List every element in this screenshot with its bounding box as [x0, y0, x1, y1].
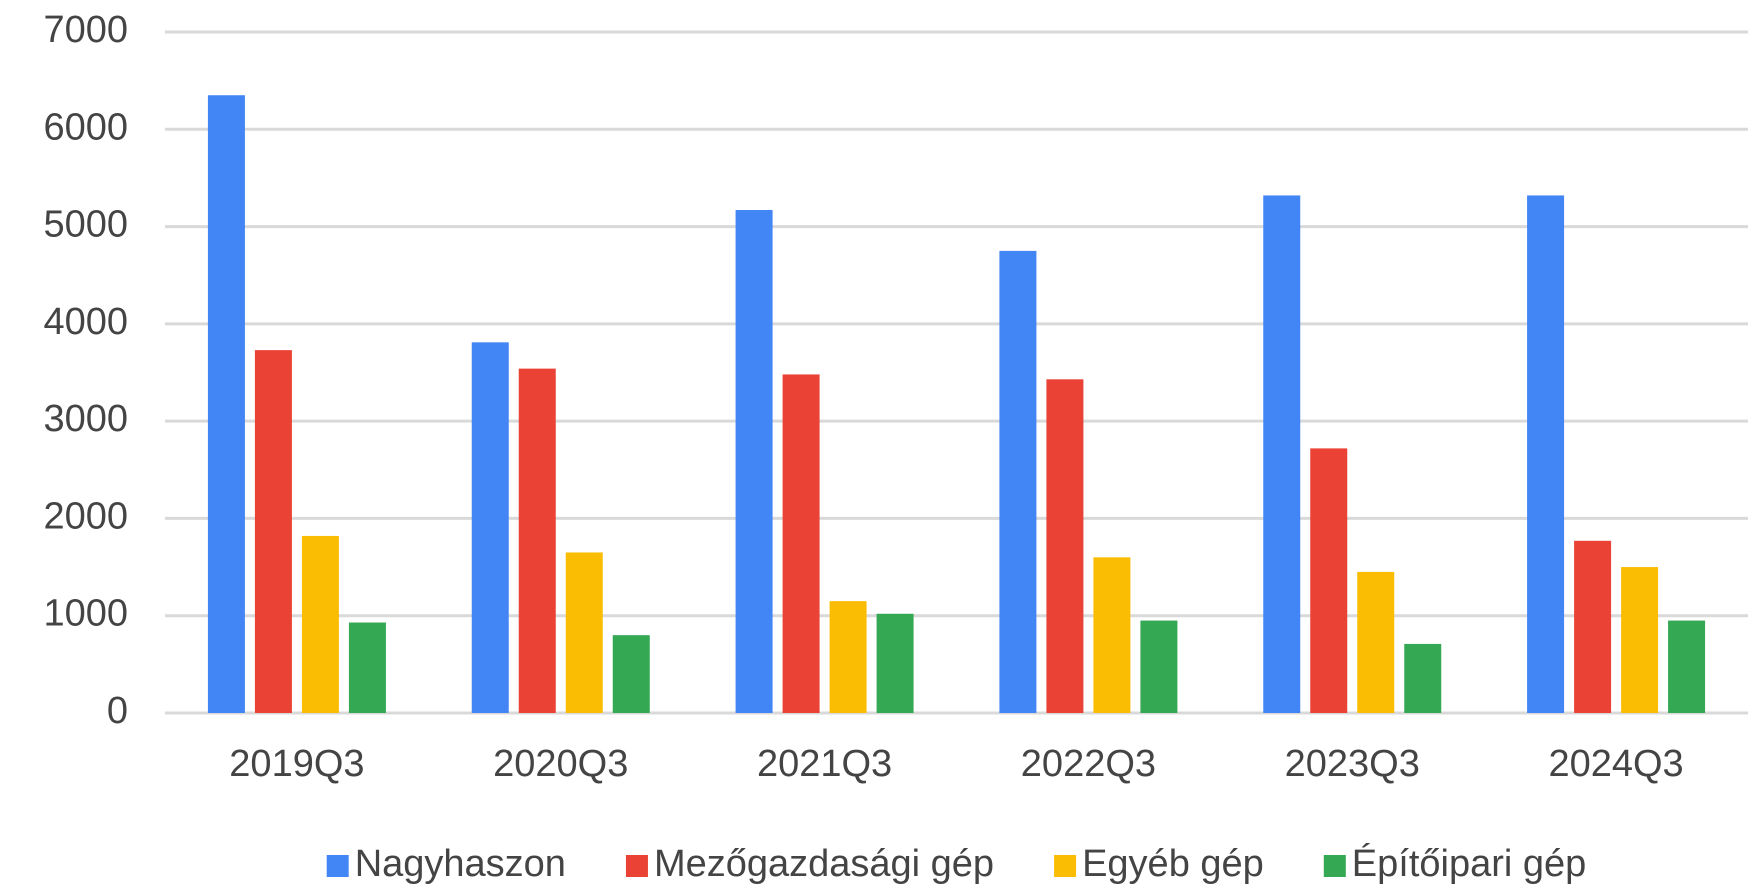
y-tick-label: 1000 [43, 593, 128, 635]
x-tick-label: 2022Q3 [1021, 743, 1156, 785]
bar [471, 342, 509, 713]
y-tick-label: 7000 [43, 9, 128, 51]
legend-label: Építőipari gép [1352, 842, 1587, 885]
bar [1093, 557, 1131, 713]
bar [1668, 620, 1706, 713]
bar [348, 622, 386, 713]
x-tick-label: 2019Q3 [229, 743, 364, 785]
bar [1140, 620, 1178, 713]
bar [999, 250, 1037, 713]
bar [565, 552, 603, 713]
y-tick-label: 2000 [43, 495, 128, 537]
bar [1310, 448, 1348, 713]
y-tick-label: 3000 [43, 398, 128, 440]
bar [301, 535, 339, 713]
bar [1357, 571, 1395, 713]
bar [1527, 195, 1565, 713]
y-tick-label: 6000 [43, 106, 128, 148]
legend-swatch [625, 855, 648, 877]
bar [1404, 643, 1442, 713]
bar [1621, 567, 1659, 713]
legend-label: Egyéb gép [1082, 843, 1264, 885]
x-tick-label: 2021Q3 [757, 743, 892, 785]
x-tick-label: 2020Q3 [493, 743, 628, 785]
bar [876, 613, 914, 713]
legend-swatch [1323, 855, 1346, 877]
bar [782, 374, 820, 713]
legend-label: Mezőgazdasági gép [654, 843, 994, 885]
bar [1046, 379, 1084, 713]
bar [207, 95, 245, 713]
legend-swatch [1054, 855, 1077, 877]
legend-label: Nagyhaszon [355, 843, 566, 885]
bar [254, 350, 292, 713]
legend-swatch [326, 855, 349, 877]
y-tick-label: 0 [107, 690, 128, 732]
y-tick-label: 5000 [43, 204, 128, 246]
x-tick-label: 2024Q3 [1548, 743, 1683, 785]
bar [735, 210, 773, 714]
y-tick-label: 4000 [43, 301, 128, 343]
bar [1263, 195, 1301, 713]
bar [612, 635, 650, 713]
x-tick-label: 2023Q3 [1285, 743, 1420, 785]
bar [829, 601, 867, 713]
bar [1574, 540, 1612, 713]
bar [518, 368, 556, 713]
